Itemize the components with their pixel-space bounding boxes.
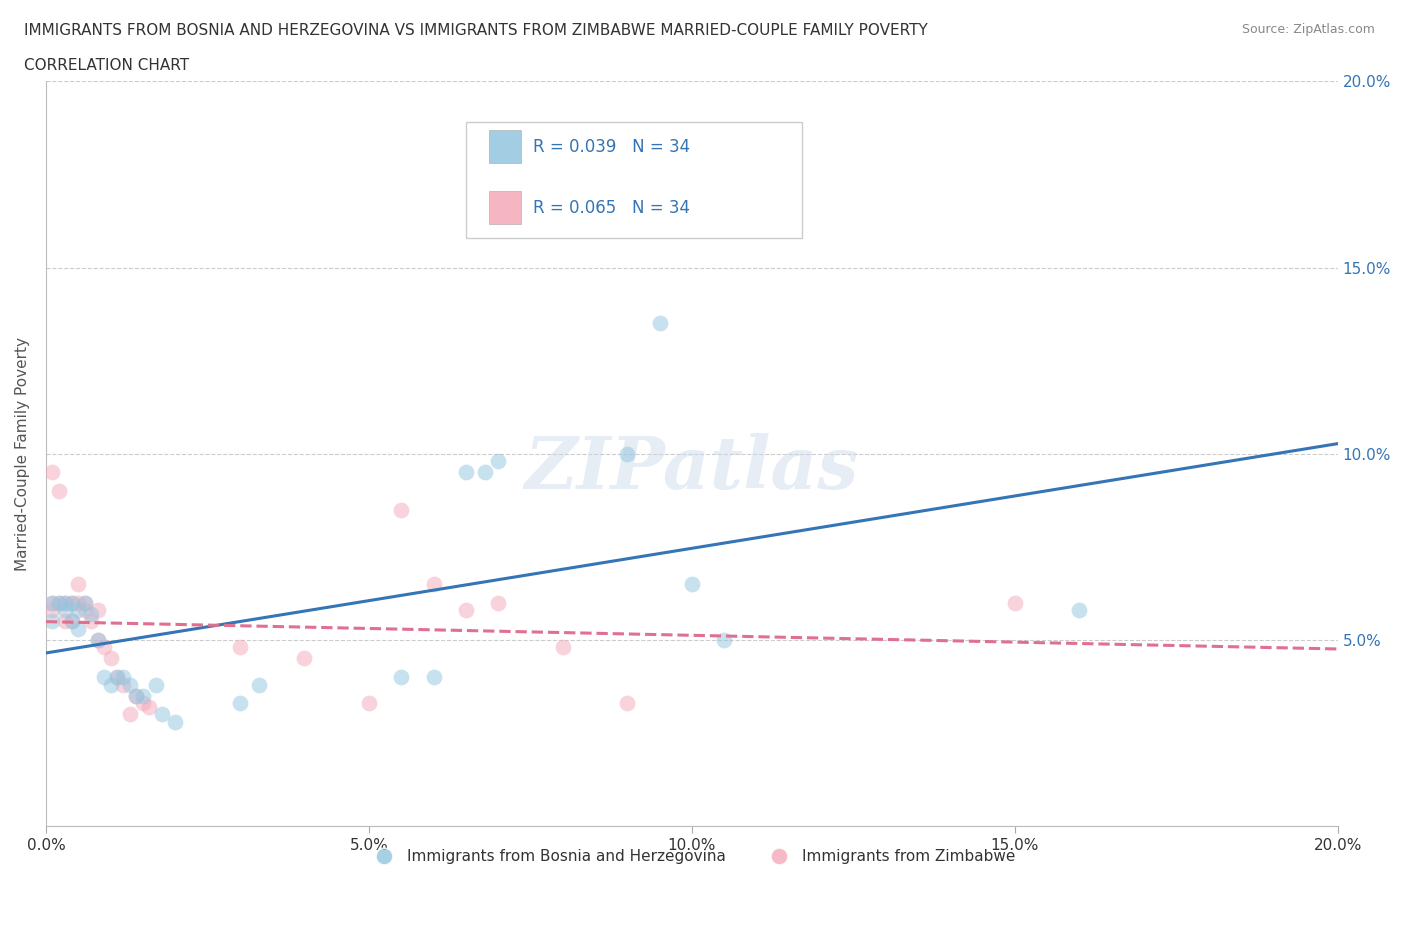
Point [229, 696, 252, 711]
FancyBboxPatch shape [489, 191, 522, 224]
Point [67, 621, 90, 636]
Point [681, 577, 703, 591]
Point [132, 688, 155, 703]
Point [389, 670, 412, 684]
Point [67, 595, 90, 610]
Point [41, 595, 63, 610]
Point [422, 577, 444, 591]
Text: R = 0.039   N = 34: R = 0.039 N = 34 [533, 138, 690, 155]
Point [165, 714, 187, 729]
Point [616, 446, 638, 461]
Point [1069, 603, 1091, 618]
Point [292, 651, 315, 666]
Point [486, 595, 509, 610]
Point [41, 603, 63, 618]
Point [125, 688, 148, 703]
Text: IMMIGRANTS FROM BOSNIA AND HERZEGOVINA VS IMMIGRANTS FROM ZIMBABWE MARRIED-COUPL: IMMIGRANTS FROM BOSNIA AND HERZEGOVINA V… [24, 23, 928, 38]
Point [86, 632, 108, 647]
Point [80, 606, 103, 621]
Point [53, 595, 76, 610]
Point [48, 595, 70, 610]
Point [229, 640, 252, 655]
Point [145, 677, 167, 692]
FancyBboxPatch shape [489, 130, 522, 164]
Text: ZIPatlas: ZIPatlas [524, 433, 859, 504]
Point [112, 677, 135, 692]
Text: Source: ZipAtlas.com: Source: ZipAtlas.com [1241, 23, 1375, 36]
Point [53, 603, 76, 618]
Point [53, 595, 76, 610]
Point [422, 670, 444, 684]
Point [486, 454, 509, 469]
Point [616, 696, 638, 711]
Point [474, 465, 496, 480]
Legend: Immigrants from Bosnia and Herzegovina, Immigrants from Zimbabwe: Immigrants from Bosnia and Herzegovina, … [363, 844, 1021, 870]
Point [118, 707, 141, 722]
Point [48, 484, 70, 498]
Point [73, 595, 96, 610]
Point [454, 465, 477, 480]
Y-axis label: Married-Couple Family Poverty: Married-Couple Family Poverty [15, 337, 30, 571]
Text: CORRELATION CHART: CORRELATION CHART [24, 58, 188, 73]
Point [93, 670, 115, 684]
Point [93, 640, 115, 655]
Point [60, 595, 83, 610]
Point [60, 614, 83, 629]
Point [118, 677, 141, 692]
Point [86, 603, 108, 618]
Point [86, 632, 108, 647]
Point [73, 595, 96, 610]
Point [67, 577, 90, 591]
Point [67, 603, 90, 618]
Point [73, 603, 96, 618]
Point [150, 707, 173, 722]
Point [60, 614, 83, 629]
Point [713, 632, 735, 647]
Point [41, 465, 63, 480]
Point [138, 699, 160, 714]
Point [100, 651, 122, 666]
Point [454, 603, 477, 618]
Point [1004, 595, 1026, 610]
Point [105, 670, 128, 684]
Point [80, 614, 103, 629]
Point [247, 677, 270, 692]
Point [100, 677, 122, 692]
Point [53, 614, 76, 629]
Point [551, 640, 574, 655]
Point [60, 595, 83, 610]
Point [41, 614, 63, 629]
Point [648, 316, 671, 331]
Text: R = 0.065   N = 34: R = 0.065 N = 34 [533, 199, 690, 217]
Point [132, 696, 155, 711]
FancyBboxPatch shape [465, 123, 801, 238]
Point [389, 502, 412, 517]
Point [125, 688, 148, 703]
Point [112, 670, 135, 684]
Point [357, 696, 380, 711]
Point [105, 670, 128, 684]
Point [48, 595, 70, 610]
Point [41, 595, 63, 610]
